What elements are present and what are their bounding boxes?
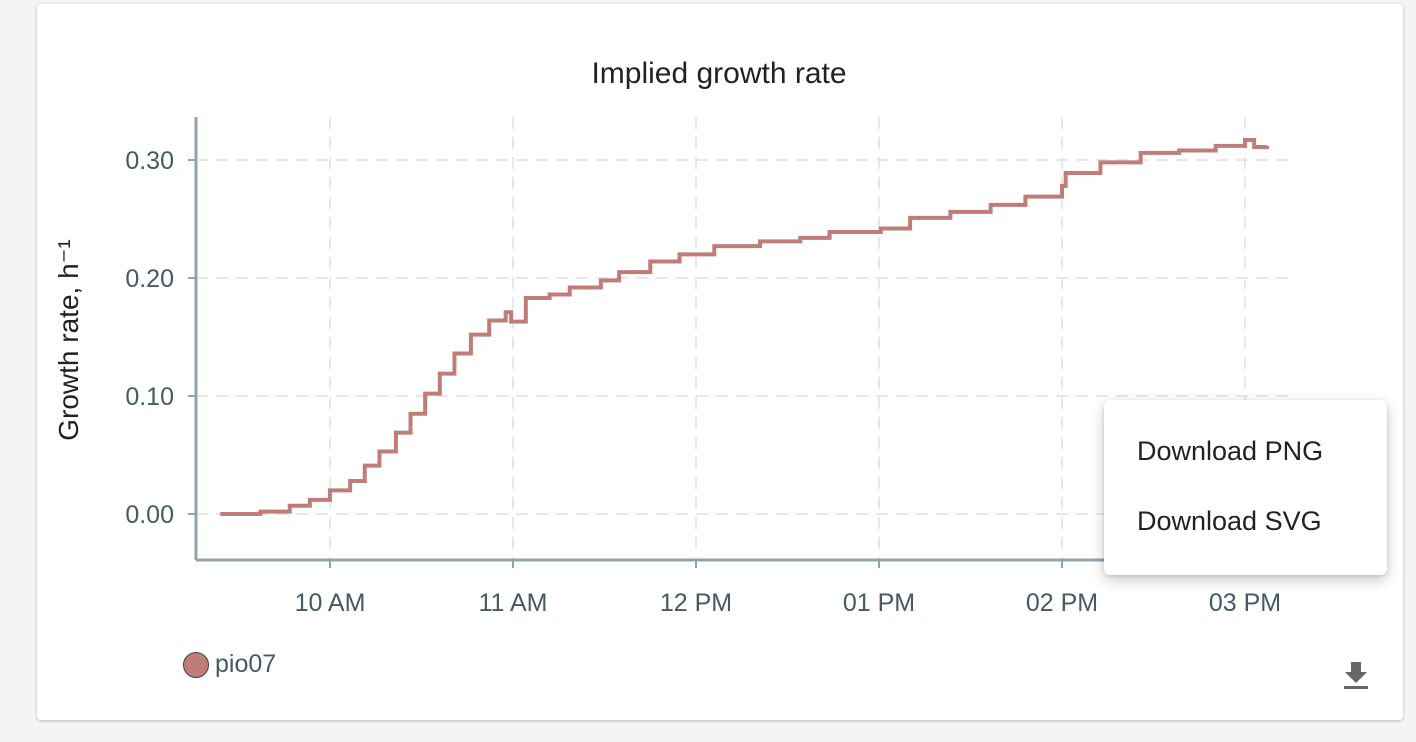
download-icon[interactable] [1340,658,1372,692]
download-svg-menu-item[interactable]: Download SVG [1137,506,1322,536]
chart-card [37,4,1403,720]
x-tick-label: 02 PM [1026,589,1098,617]
x-tick-label: 10 AM [295,589,366,617]
series-line-pio07 [220,137,1269,516]
legend-label: pio07 [215,650,277,678]
y-tick-label: 0.00 [125,501,174,529]
x-tick-label: 11 AM [478,589,547,617]
download-png-menu-item[interactable]: Download PNG [1137,436,1324,466]
x-tick-label: 01 PM [843,589,915,617]
y-tick-label: 0.20 [125,265,174,293]
download-menu: Download PNG Download SVG [1104,400,1387,575]
x-tick-label: 03 PM [1209,589,1281,617]
legend-swatch [183,651,209,678]
y-tick-label: 0.10 [125,383,174,411]
x-tick-label: 12 PM [660,589,732,617]
y-tick-label: 0.30 [125,147,174,175]
legend-item-pio07[interactable]: pio07 [183,650,276,679]
chart-title: Implied growth rate [591,57,846,90]
y-axis-label: Growth rate, h⁻¹ [53,239,84,441]
